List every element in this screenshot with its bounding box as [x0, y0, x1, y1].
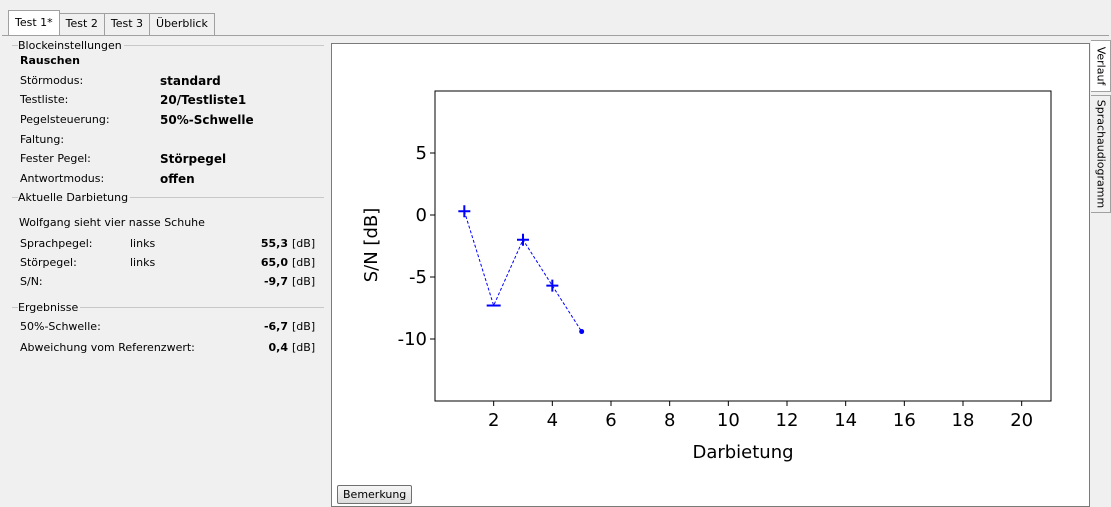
setting-label: Faltung: [20, 133, 65, 146]
setting-label: Pegelsteuerung: [20, 113, 110, 126]
x-tick-label: 4 [547, 410, 558, 431]
x-tick-label: 8 [664, 410, 675, 431]
group-title-current: Aktuelle Darbietung [18, 191, 131, 204]
result-label: 50%-Schwelle: [20, 320, 101, 333]
x-tick-label: 2 [488, 410, 499, 431]
block-name: Rauschen [20, 54, 80, 67]
x-tick-label: 18 [952, 410, 975, 431]
setting-value: 20/Testliste1 [160, 93, 247, 107]
x-tick-label: 14 [834, 410, 857, 431]
level-label: S/N: [20, 275, 43, 288]
result-label: Abweichung vom Referenzwert: [20, 341, 195, 354]
setting-label: Testliste: [20, 93, 69, 106]
level-label: Störpegel: [20, 256, 77, 269]
tab-ueberblick[interactable]: Überblick [149, 13, 215, 35]
result-value: -6,7 [263, 320, 288, 333]
level-label: Sprachpegel: [20, 237, 93, 250]
x-tick-label: 6 [605, 410, 616, 431]
result-unit: [dB] [292, 320, 316, 333]
level-side: links [130, 237, 156, 250]
result-unit: [dB] [292, 341, 316, 354]
group-title-results: Ergebnisse [18, 301, 81, 314]
side-tab-sprachaudiogramm[interactable]: Sprachaudiogramm [1091, 95, 1111, 213]
x-tick-label: 12 [776, 410, 799, 431]
y-tick-label: 0 [416, 205, 427, 226]
y-tick-label: -5 [409, 267, 427, 288]
level-unit: [dB] [292, 275, 316, 288]
level-value: 65,0 [260, 256, 288, 269]
data-point [458, 205, 471, 218]
setting-label: Störmodus: [20, 74, 84, 87]
setting-value: 50%-Schwelle [160, 113, 254, 127]
data-point [546, 279, 559, 292]
data-point [579, 329, 585, 335]
side-tab-label: Sprachaudiogramm [1094, 99, 1107, 209]
tab-test-1[interactable]: Test 1* [8, 10, 60, 35]
plot-area [434, 90, 1052, 402]
tab-test-3[interactable]: Test 3 [103, 13, 151, 35]
x-tick-label: 10 [717, 410, 740, 431]
level-value: -9,7 [263, 275, 288, 288]
y-tick-label: 5 [416, 143, 427, 164]
bemerkung-button[interactable]: Bemerkung [337, 485, 413, 504]
x-axis-label: Darbietung [692, 442, 793, 463]
y-axis-label: S/N [dB] [361, 208, 382, 283]
level-value: 55,3 [260, 237, 288, 250]
level-unit: [dB] [292, 256, 316, 269]
data-point [517, 233, 529, 246]
level-side: links [130, 256, 156, 269]
level-unit: [dB] [292, 237, 316, 250]
x-tick-label: 16 [893, 410, 916, 431]
tab-bar: Test 1* Test 2 Test 3 Überblick [8, 10, 215, 35]
chart-panel: 2 4 6 8 10 12 14 16 18 20 5 0 -5 -10 S/N [dB] Darbiet… [331, 43, 1090, 507]
y-tick-label: -10 [398, 329, 427, 350]
setting-label: Fester Pegel: [20, 152, 91, 165]
group-title-block: Blockeinstellungen [18, 39, 124, 52]
tab-test-2[interactable]: Test 2 [58, 13, 105, 35]
info-panel: Blockeinstellungen Rauschen Störmodus: s… [12, 38, 324, 507]
setting-value: offen [160, 172, 195, 186]
result-value: 0,4 [268, 341, 289, 354]
series-line [463, 211, 583, 332]
group-divider [12, 197, 324, 198]
x-tick-label: 20 [1010, 410, 1033, 431]
current-sentence: Wolfgang sieht vier nasse Schuhe [19, 216, 205, 229]
setting-value: Störpegel [160, 152, 227, 166]
setting-value: standard [160, 74, 221, 88]
group-divider [12, 307, 324, 308]
sn-chart: 2 4 6 8 10 12 14 16 18 20 5 0 -5 -10 S/N [dB] Darbiet… [361, 90, 1052, 463]
tab-divider [2, 35, 1109, 36]
side-tab-verlauf[interactable]: Verlauf [1091, 40, 1111, 92]
setting-label: Antwortmodus: [20, 172, 105, 185]
side-tab-label: Verlauf [1094, 46, 1107, 86]
group-divider [12, 45, 324, 46]
